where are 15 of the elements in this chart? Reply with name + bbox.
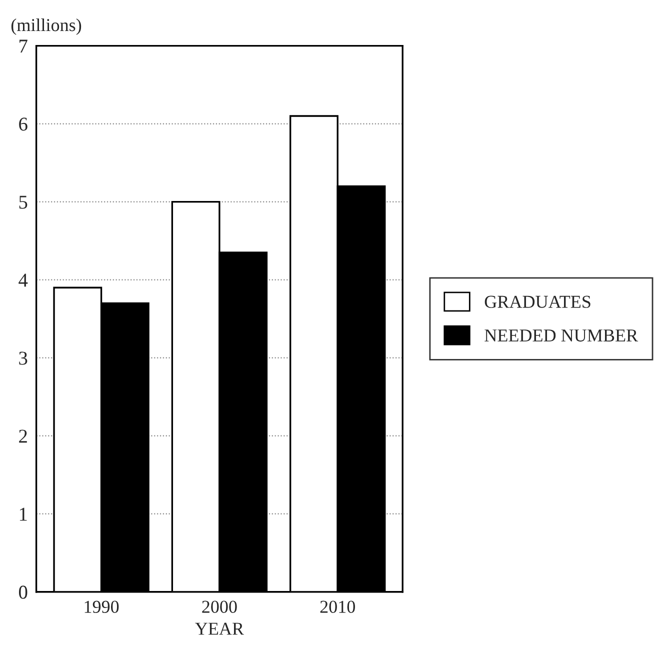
y-tick-label: 4 [18, 274, 28, 287]
y-tick-label: 3 [19, 352, 28, 365]
x-tick-label: 2000 [202, 600, 237, 613]
x-tick-label: 2010 [320, 600, 355, 613]
x-axis-title: YEAR [195, 622, 244, 635]
y-tick-label: 1 [20, 508, 27, 521]
y-tick-label: 0 [18, 586, 28, 599]
y-axis-title: (millions) [11, 18, 82, 35]
y-tick-label: 2 [19, 430, 27, 443]
legend-label: NEEDED NUMBER [484, 330, 638, 342]
y-tick-label: 6 [19, 118, 28, 131]
x-tick-label: 1990 [84, 600, 119, 613]
legend-label: GRADUATES [484, 296, 590, 308]
y-tick-label: 5 [19, 196, 28, 209]
y-tick-label: 7 [20, 40, 28, 53]
